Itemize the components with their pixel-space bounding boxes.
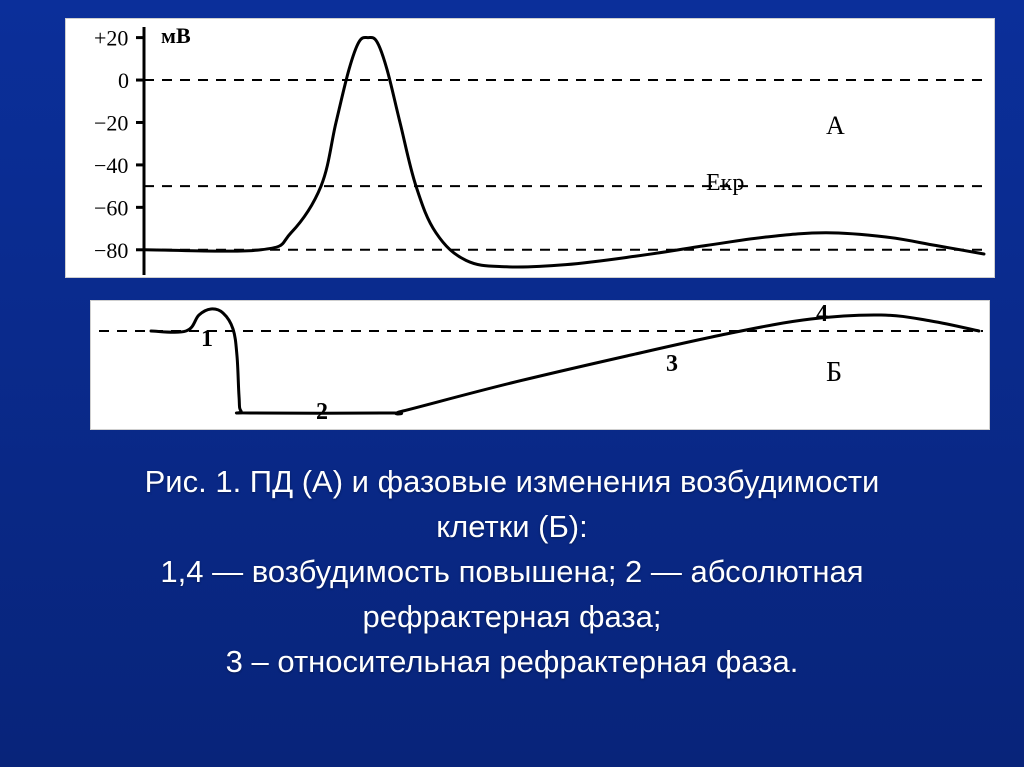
svg-text:1: 1 [201,326,213,352]
caption-line-1: Рис. 1. ПД (А) и фазовые изменения возбу… [145,464,880,499]
svg-text:+20: +20 [94,26,128,51]
svg-text:мВ: мВ [161,23,191,48]
svg-text:4: 4 [816,301,828,327]
svg-text:2: 2 [316,399,328,425]
chart-panel-b: 1 2 3 4 Б [90,300,990,430]
svg-text:0: 0 [118,68,129,93]
chart-b-svg: 1 2 3 4 Б [91,301,991,431]
svg-text:−80: −80 [94,238,128,263]
svg-text:А: А [826,111,845,140]
svg-text:3: 3 [666,351,678,377]
chart-panel-a: +20 0 −20 −40 −60 −80 мВ Eкр А [65,18,995,278]
caption-line-4: рефрактерная фаза; [363,599,662,634]
caption-line-2: клетки (Б): [436,509,588,544]
svg-text:−60: −60 [94,195,128,220]
svg-text:Б: Б [826,357,842,388]
svg-text:−20: −20 [94,110,128,135]
figure-caption: Рис. 1. ПД (А) и фазовые изменения возбу… [0,460,1024,685]
chart-a-svg: +20 0 −20 −40 −60 −80 мВ Eкр А [66,19,996,279]
svg-text:Eкр: Eкр [706,170,744,196]
caption-line-3: 1,4 — возбудимость повышена; 2 — абсолют… [160,554,863,589]
caption-line-5: 3 – относительная рефрактерная фаза. [226,644,799,679]
svg-text:−40: −40 [94,153,128,178]
